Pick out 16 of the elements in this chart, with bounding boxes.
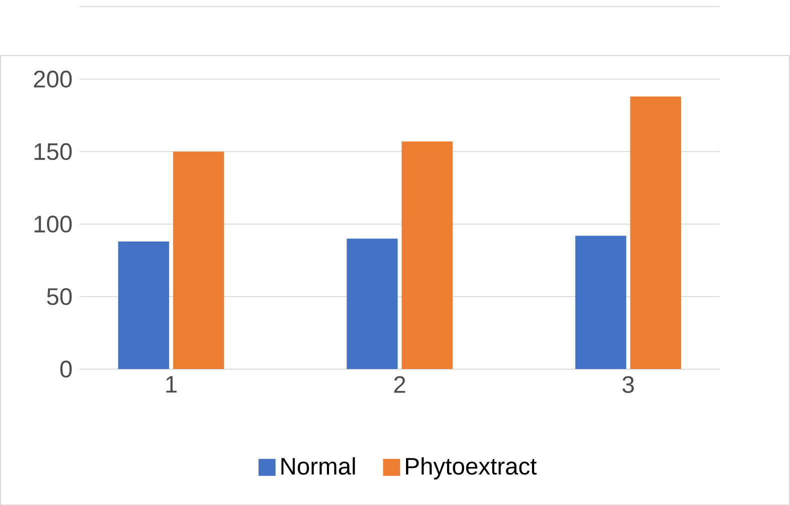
y-tick-label: 100 bbox=[34, 215, 72, 232]
bar bbox=[402, 141, 453, 369]
bar bbox=[575, 236, 626, 369]
x-tick-label: 1 bbox=[166, 376, 177, 392]
bar bbox=[346, 238, 398, 369]
y-tick-label: 50 bbox=[47, 288, 72, 305]
bar bbox=[118, 241, 170, 369]
bar bbox=[630, 96, 682, 369]
x-tick-label: 2 bbox=[394, 376, 406, 393]
y-tick-label: 200 bbox=[34, 70, 72, 88]
y-tick-label: 0 bbox=[60, 360, 72, 378]
x-tick-label: 3 bbox=[622, 376, 634, 393]
legend-label: Phytoextract bbox=[406, 457, 537, 480]
legend-label: Normal bbox=[281, 457, 355, 475]
y-tick-label: 150 bbox=[34, 142, 72, 160]
bar bbox=[173, 151, 224, 369]
